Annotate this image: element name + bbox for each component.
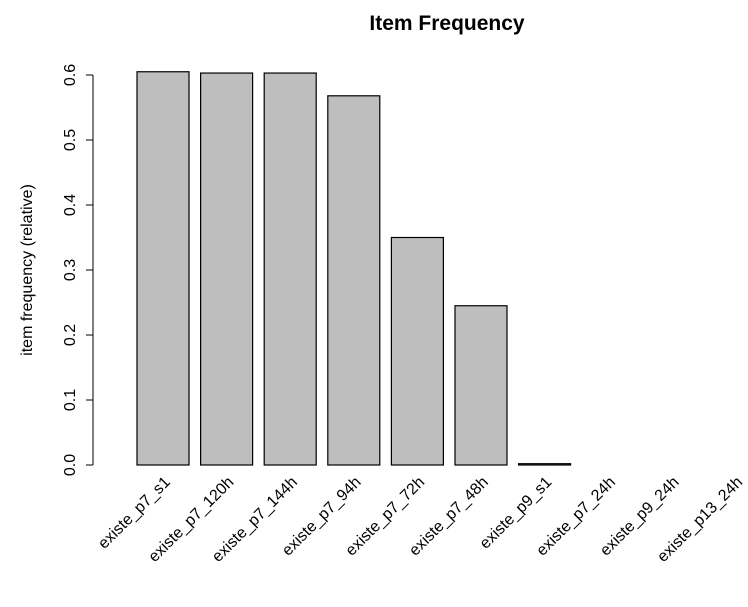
y-tick-label: 0.4 (62, 194, 79, 216)
y-axis-label: item frequency (relative) (19, 184, 36, 356)
y-tick-label: 0.1 (62, 389, 79, 411)
y-tick-label: 0.0 (62, 454, 79, 476)
bars-group (136, 71, 572, 466)
y-tick-label: 0.3 (62, 259, 79, 281)
bar-existe_p7_144h (263, 72, 317, 466)
bar-existe_p7_120h (200, 72, 254, 466)
category-labels-group: existe_p7_s1existe_p7_120hexiste_p7_144h… (95, 474, 746, 566)
y-tick-label: 0.2 (62, 324, 79, 346)
y-tick-label: 0.6 (62, 64, 79, 86)
bar-existe_p7_72h (390, 236, 444, 466)
bar-existe_p9_s1 (517, 463, 572, 466)
y-axis: 0.0 0.1 0.2 0.3 0.4 0.5 0.6 (62, 64, 94, 476)
chart-title: Item Frequency (369, 12, 525, 35)
bar-existe_p7_48h (454, 305, 508, 466)
y-tick-label: 0.5 (62, 129, 79, 151)
bar-existe_p7_94h (327, 95, 381, 466)
bar-existe_p7_s1 (136, 71, 190, 466)
